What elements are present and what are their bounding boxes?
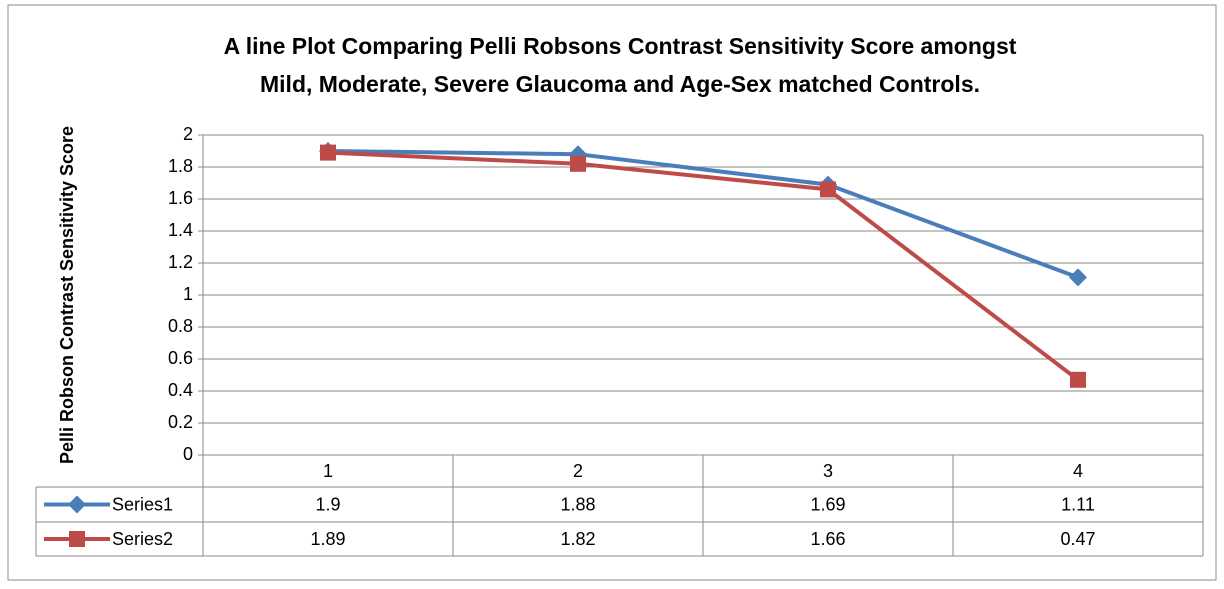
- table-value: 1.69: [810, 494, 845, 514]
- table-value: 0.47: [1060, 529, 1095, 549]
- table-value: 1.89: [310, 529, 345, 549]
- marker: [570, 155, 586, 172]
- y-tick-label: 1: [183, 284, 193, 304]
- table-value: 1.82: [560, 529, 595, 549]
- y-tick-label: 0.8: [168, 316, 193, 336]
- legend-label: Series2: [112, 529, 173, 549]
- x-tick-label: 3: [823, 461, 833, 481]
- chart-title: A line Plot Comparing Pelli Robsons Cont…: [224, 33, 1017, 59]
- legend-label: Series1: [112, 494, 173, 514]
- y-tick-label: 0: [183, 444, 193, 464]
- marker: [820, 181, 836, 198]
- chart-title: Mild, Moderate, Severe Glaucoma and Age-…: [260, 71, 980, 97]
- marker: [1069, 268, 1087, 287]
- table-value: 1.9: [315, 494, 340, 514]
- series-line: [327, 150, 1080, 382]
- table-value: 1.11: [1061, 494, 1095, 514]
- y-tick-label: 1.2: [168, 252, 193, 272]
- chart-border: [7, 4, 1217, 581]
- marker: [1070, 371, 1086, 388]
- y-tick-label: 1.4: [168, 220, 193, 240]
- y-tick-label: 0.6: [168, 348, 193, 368]
- series-line: [327, 149, 1079, 280]
- y-tick-label: 1.8: [168, 156, 193, 176]
- table-value: 1.88: [560, 494, 595, 514]
- legend-marker: [69, 531, 85, 547]
- y-tick-label: 0.2: [168, 412, 193, 432]
- x-tick-label: 1: [323, 461, 333, 481]
- marker: [320, 144, 336, 161]
- y-tick-label: 0.4: [168, 380, 193, 400]
- table-value: 1.66: [810, 529, 845, 549]
- x-tick-label: 2: [573, 461, 583, 481]
- x-tick-label: 4: [1073, 461, 1083, 481]
- y-axis-title: Pelli Robson Contrast Sensitivity Score: [57, 126, 77, 464]
- y-tick-label: 1.6: [168, 188, 193, 208]
- legend-marker: [68, 495, 86, 514]
- y-tick-label: 2: [183, 124, 193, 144]
